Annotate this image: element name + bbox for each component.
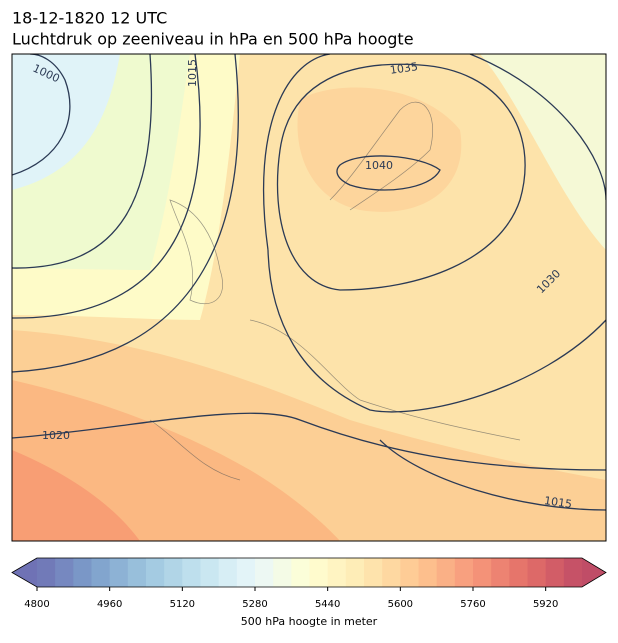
colorbar-cell bbox=[255, 558, 274, 587]
colorbar-cell bbox=[55, 558, 74, 587]
colorbar-tick-label: 5280 bbox=[242, 599, 267, 610]
map-title: Luchtdruk op zeeniveau in hPa en 500 hPa… bbox=[12, 30, 414, 49]
colorbar-cell bbox=[345, 558, 365, 587]
map-frame bbox=[11, 53, 607, 542]
isobar-label: 1015 bbox=[543, 494, 573, 511]
colorbar-cell bbox=[473, 558, 492, 587]
colorbar-cell bbox=[418, 558, 438, 587]
colorbar-cell bbox=[218, 558, 238, 587]
colorbar-cell bbox=[454, 558, 474, 587]
colorbar-tick-label: 5760 bbox=[460, 599, 485, 610]
colorbar-extend-low bbox=[12, 558, 37, 587]
colorbar-cell bbox=[273, 558, 292, 587]
colorbar-cell bbox=[327, 558, 347, 587]
colorbar-cell bbox=[309, 558, 329, 587]
colorbar-tick-label: 4960 bbox=[97, 599, 122, 610]
colorbar-tick-label: 5440 bbox=[315, 599, 340, 610]
colorbar-cell bbox=[364, 558, 383, 587]
colorbar-tick-label: 5120 bbox=[170, 599, 195, 610]
colorbar-cell bbox=[91, 558, 111, 587]
colorbar-cell bbox=[527, 558, 547, 587]
colorbar-cell bbox=[73, 558, 92, 587]
isobar-label: 1015 bbox=[186, 59, 199, 87]
colorbar-cell bbox=[236, 558, 256, 587]
colorbar-cell bbox=[127, 558, 147, 587]
colorbar: 4800 4960 5120 5280 5440 5600 5760 5920 bbox=[11, 557, 607, 610]
colorbar-tick-label: 5920 bbox=[533, 599, 558, 610]
isobar-label: 1040 bbox=[365, 159, 393, 172]
colorbar-cell bbox=[563, 558, 583, 587]
isobar-label: 1020 bbox=[42, 429, 70, 442]
colorbar-label: 500 hPa hoogte in meter bbox=[241, 615, 378, 628]
colorbar-tick-label: 4800 bbox=[24, 599, 49, 610]
map bbox=[12, 54, 606, 541]
colorbar-cell bbox=[436, 558, 456, 587]
colorbar-cell bbox=[200, 558, 220, 587]
colorbar-tick-label: 5600 bbox=[388, 599, 413, 610]
colorbar-cell bbox=[146, 558, 165, 587]
colorbar-cell bbox=[37, 558, 56, 587]
colorbar-extend-high bbox=[582, 558, 606, 587]
colorbar-cell bbox=[182, 558, 201, 587]
date-title: 18-12-1820 12 UTC bbox=[12, 9, 167, 28]
colorbar-cell bbox=[382, 558, 401, 587]
colorbar-outline bbox=[11, 557, 607, 588]
colorbar-cell bbox=[400, 558, 419, 587]
colorbar-cell bbox=[164, 558, 183, 587]
colorbar-cell bbox=[109, 558, 129, 587]
colorbar-cell bbox=[509, 558, 528, 587]
colorbar-cell bbox=[291, 558, 310, 587]
colorbar-cell bbox=[545, 558, 565, 587]
isobar-label: 1035 bbox=[389, 60, 419, 77]
colorbar-cell bbox=[491, 558, 510, 587]
